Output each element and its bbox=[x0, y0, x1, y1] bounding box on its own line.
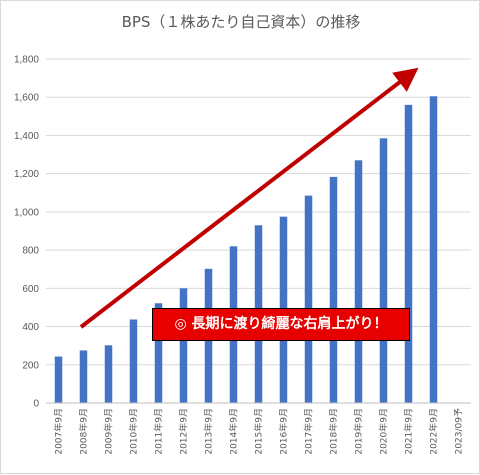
bar bbox=[304, 195, 313, 403]
x-tick-label: 2017年9月 bbox=[303, 408, 315, 455]
y-tick-label: 1,800 bbox=[14, 55, 39, 66]
x-tick-label: 2019年9月 bbox=[353, 408, 365, 455]
bar bbox=[379, 138, 388, 404]
x-tick-label: 2008年9月 bbox=[78, 408, 90, 455]
x-tick-label: 2015年9月 bbox=[253, 408, 265, 455]
x-tick-label: 2014年9月 bbox=[228, 408, 240, 455]
bar bbox=[129, 319, 138, 403]
x-tick-label: 2023/09予 bbox=[454, 408, 465, 454]
bar bbox=[104, 345, 113, 403]
trend-arrow bbox=[79, 67, 419, 329]
y-tick-label: 800 bbox=[22, 246, 39, 257]
y-tick-label: 600 bbox=[22, 284, 39, 295]
chart-title: BPS（１株あたり自己資本）の推移 bbox=[121, 13, 361, 31]
bar bbox=[79, 350, 88, 403]
annotation-callout: ◎ 長期に渡り綺麗な右肩上がり！ bbox=[152, 308, 410, 341]
y-tick-label: 1,600 bbox=[14, 93, 39, 104]
y-tick-label: 1,200 bbox=[14, 169, 39, 180]
y-tick-label: 0 bbox=[33, 399, 39, 410]
y-tick-label: 1,000 bbox=[14, 207, 39, 218]
x-tick-label: 2022年9月 bbox=[428, 408, 440, 455]
trend-arrow-layer bbox=[79, 67, 419, 329]
x-tick-label: 2009年9月 bbox=[103, 408, 115, 455]
x-tick-label: 2010年9月 bbox=[128, 408, 140, 455]
bar bbox=[154, 303, 163, 403]
axes: 0 200 400 600 800 1,000 1,200 1,400 1,600 1,800 20… bbox=[14, 55, 471, 455]
x-tick-label: 2020年9月 bbox=[378, 408, 390, 455]
x-tick-label: 2011年9月 bbox=[153, 408, 165, 455]
y-tick-label: 1,400 bbox=[14, 131, 39, 142]
x-tick-label: 2013年9月 bbox=[203, 408, 215, 455]
bar bbox=[354, 160, 363, 403]
y-tick-label: 200 bbox=[22, 360, 39, 371]
x-tick-label: 2016年9月 bbox=[278, 408, 290, 455]
y-tick-label: 400 bbox=[22, 322, 39, 333]
x-tick-label: 2018年9月 bbox=[328, 408, 340, 455]
bar bbox=[54, 356, 63, 403]
x-tick-label: 2021年9月 bbox=[403, 408, 415, 455]
x-tick-label: 2007年9月 bbox=[53, 408, 65, 455]
bar bbox=[429, 96, 438, 404]
x-tick-label: 2012年9月 bbox=[178, 408, 190, 455]
bar bbox=[179, 288, 188, 403]
bar bbox=[404, 104, 413, 403]
bar bbox=[329, 176, 338, 403]
